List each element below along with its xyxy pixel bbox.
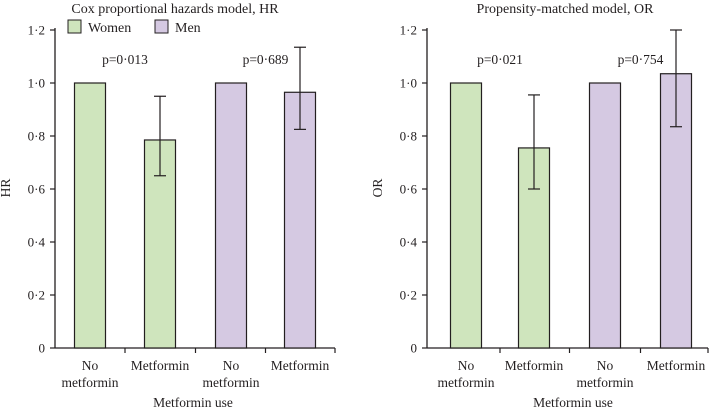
x-tick-label: No <box>458 358 475 373</box>
y-tick-label: 0·2 <box>28 288 45 303</box>
y-tick-label: 1·2 <box>400 23 417 38</box>
legend-swatch-men <box>154 19 169 34</box>
bar-men <box>588 82 622 349</box>
p-value-label: p=0·689 <box>243 52 289 67</box>
y-tick-label: 0·8 <box>400 129 417 144</box>
y-tick-label: 0 <box>39 341 46 356</box>
x-tick-label: No <box>223 358 240 373</box>
x-axis-label: Metformin use <box>153 395 233 410</box>
y-tick-label: 1·0 <box>400 76 417 91</box>
bar-men <box>214 82 248 349</box>
y-axis-label: HR <box>0 179 13 198</box>
y-tick-label: 0·2 <box>400 288 417 303</box>
x-tick-label: metformin <box>577 375 634 390</box>
panel-propensity-or: Propensity-matched model, OR OR Metformi… <box>370 2 709 410</box>
y-tick-label: 0·6 <box>28 182 46 197</box>
legend-label-men: Men <box>175 21 201 36</box>
y-tick-label: 0·6 <box>400 182 418 197</box>
p-value-label: p=0·021 <box>477 52 523 67</box>
legend-label-women: Women <box>88 21 131 36</box>
chart-title: Cox proportional hazards model, HR <box>71 2 279 17</box>
y-tick-label: 0·4 <box>400 235 418 250</box>
x-tick-label: Metformin <box>647 358 706 373</box>
legend-swatch-women <box>67 19 82 34</box>
x-tick-label: No <box>82 358 99 373</box>
chart-title: Propensity-matched model, OR <box>477 2 655 17</box>
x-tick-label: Metformin <box>131 358 190 373</box>
bar-women <box>73 82 107 349</box>
y-tick-label: 0·4 <box>28 235 46 250</box>
x-tick-label: Metformin <box>271 358 330 373</box>
p-value-label: p=0·013 <box>102 52 148 67</box>
bar-men <box>283 91 317 349</box>
bar-women <box>449 82 483 349</box>
legend: Women Men <box>67 19 201 36</box>
y-axis-label: OR <box>370 179 385 198</box>
bar-women <box>143 139 177 349</box>
x-tick-label: metformin <box>438 375 495 390</box>
x-tick-label: metformin <box>203 375 260 390</box>
x-axis-label: Metformin use <box>533 395 613 410</box>
y-tick-label: 0·8 <box>28 129 45 144</box>
x-tick-label: No <box>597 358 614 373</box>
panel-cox-hr: Cox proportional hazards model, HR HR Me… <box>0 2 336 410</box>
y-tick-label: 1·0 <box>28 76 45 91</box>
x-tick-label: metformin <box>62 375 119 390</box>
y-tick-label: 1·2 <box>28 23 45 38</box>
y-tick-label: 0 <box>411 341 418 356</box>
x-tick-label: Metformin <box>505 358 564 373</box>
p-value-label: p=0·754 <box>618 52 664 67</box>
